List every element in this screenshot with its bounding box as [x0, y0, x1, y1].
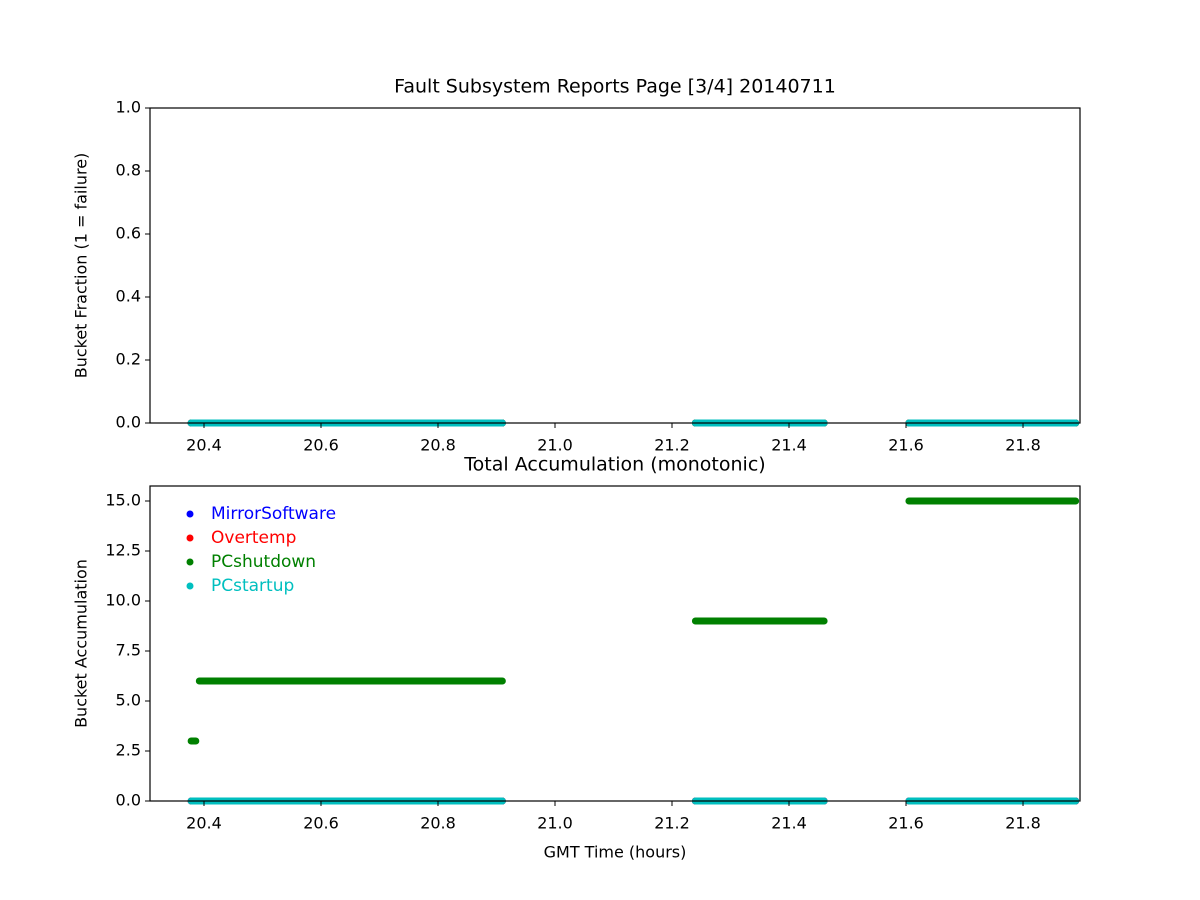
series-line — [187, 497, 1080, 745]
y-tick-label: 12.5 — [105, 541, 141, 560]
y-tick-label: 7.5 — [116, 641, 141, 660]
axes-title: Fault Subsystem Reports Page [3/4] 20140… — [394, 76, 836, 98]
x-tick-label: 21.2 — [654, 814, 690, 833]
x-tick-label: 20.8 — [420, 436, 456, 455]
axes-frame — [149, 485, 1081, 802]
x-tick-label: 20.4 — [186, 436, 222, 455]
x-tick-label: 21.4 — [771, 814, 807, 833]
y-axis-label: Bucket Accumulation — [72, 559, 91, 728]
y-tick-label: 0.2 — [116, 350, 141, 369]
x-tick-label: 20.6 — [303, 814, 339, 833]
plot-area — [150, 108, 1080, 423]
legend-label: MirrorSoftware — [211, 504, 336, 524]
legend-label: Overtemp — [211, 528, 296, 548]
legend-marker — [186, 558, 194, 566]
x-tick-label: 21.0 — [537, 814, 573, 833]
x-tick-label: 21.2 — [654, 436, 690, 455]
x-tick-label: 21.0 — [537, 436, 573, 455]
x-tick-label: 21.6 — [888, 814, 924, 833]
x-tick-label: 21.4 — [771, 436, 807, 455]
legend-marker — [186, 582, 194, 590]
y-tick-label: 10.0 — [105, 591, 141, 610]
y-tick-label: 15.0 — [105, 491, 141, 510]
y-axis-label: Bucket Fraction (1 = failure) — [72, 153, 91, 379]
legend-label: PCstartup — [211, 576, 294, 596]
y-tick-label: 0.6 — [116, 224, 141, 243]
axes-frame — [149, 107, 1081, 424]
x-tick-label: 21.8 — [1005, 814, 1041, 833]
legend-label: PCshutdown — [211, 552, 316, 572]
y-tick-label: 0.0 — [116, 413, 141, 432]
legend-marker — [186, 534, 194, 542]
y-tick-label: 2.5 — [116, 741, 141, 760]
x-axis-label: GMT Time (hours) — [544, 843, 687, 862]
y-tick-label: 5.0 — [116, 691, 141, 710]
y-tick-label: 0.4 — [116, 287, 141, 306]
plot-area — [150, 486, 1080, 801]
x-tick-label: 21.8 — [1005, 436, 1041, 455]
x-tick-label: 21.6 — [888, 436, 924, 455]
y-tick-label: 0.8 — [116, 161, 141, 180]
x-tick-label: 20.4 — [186, 814, 222, 833]
y-tick-label: 1.0 — [116, 98, 141, 117]
x-tick-label: 20.6 — [303, 436, 339, 455]
legend-marker — [186, 510, 194, 518]
y-tick-label: 0.0 — [116, 791, 141, 810]
x-tick-label: 20.8 — [420, 814, 456, 833]
axes-title: Total Accumulation (monotonic) — [463, 454, 765, 476]
